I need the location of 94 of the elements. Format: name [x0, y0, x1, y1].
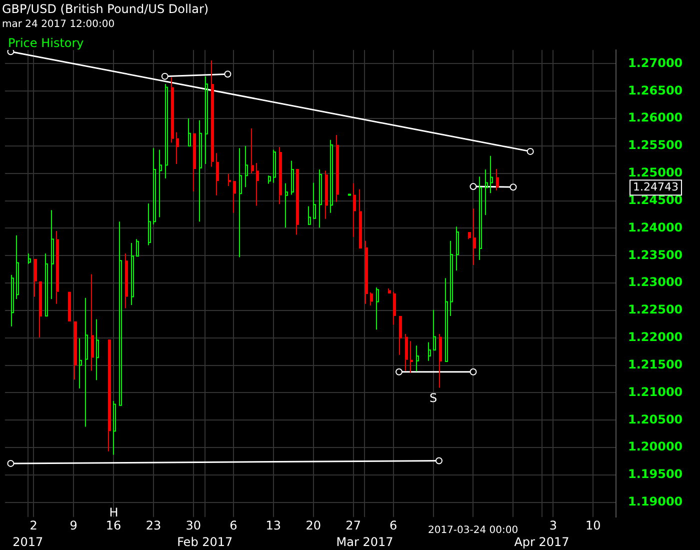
x-tick-label: 13 [266, 518, 282, 533]
candlestick [325, 170, 328, 220]
candlestick [165, 84, 168, 179]
candlestick [51, 210, 54, 300]
candlestick [279, 146, 282, 205]
x2-tick-label: 2017 [12, 534, 44, 549]
x-tick-label: 3 [549, 518, 558, 533]
candlestick [125, 252, 128, 309]
y-tick-label: 1.22000 [628, 330, 683, 344]
y-tick-label: 1.22500 [628, 302, 683, 317]
candlestick [153, 148, 156, 225]
y-tick-label: 1.19500 [628, 467, 683, 482]
candlestick [473, 208, 476, 266]
x-tick-label: 30 [186, 518, 202, 533]
x2-tick-label: Apr 2017 [514, 534, 570, 549]
candlestick [245, 145, 248, 188]
candlestick [199, 120, 202, 222]
text: 2017-03-24 00:00 [428, 524, 518, 536]
candlestick [239, 148, 242, 258]
point [470, 183, 477, 190]
y-tick-label: 1.25000 [628, 166, 683, 180]
candlestick [485, 169, 488, 216]
y-tick-label: 1.23000 [628, 275, 683, 290]
point [396, 368, 403, 376]
candlestick [410, 340, 413, 374]
candlestick [85, 297, 88, 428]
y-tick-label: 1.20000 [628, 440, 683, 454]
candlestick [450, 240, 453, 316]
x-tick-label: 20 [306, 518, 321, 533]
chart-title: GBP/USD (British Pound/US Dollar) [2, 2, 209, 16]
y-tick-label: 1.24000 [628, 220, 683, 234]
candlestick [56, 230, 59, 304]
candlestick [216, 152, 219, 196]
point [470, 368, 477, 376]
y-tick-label: 1.21000 [628, 384, 683, 399]
annotation: H [109, 505, 118, 520]
annotation: S [430, 390, 438, 405]
x-tick-label: 2 [30, 518, 38, 533]
point [161, 72, 168, 80]
point [7, 460, 14, 467]
candlestick [490, 155, 493, 194]
y-tick-label: 1.26500 [628, 83, 683, 98]
candlestick [285, 182, 288, 228]
y-tick-label: 1.19000 [628, 494, 683, 509]
candlestick [131, 242, 134, 306]
candlestick [205, 76, 208, 165]
x-tick-label: 16 [106, 518, 122, 533]
candlestick [330, 139, 333, 214]
chart-subtitle: mar 24 2017 12:00:00 [2, 19, 115, 30]
candlestick [228, 173, 231, 186]
y-tick-label: 1.23500 [628, 248, 683, 262]
point [510, 184, 517, 191]
candlestick [176, 132, 179, 165]
candlestick [171, 76, 174, 144]
y-tick-label: 1.27000 [628, 56, 683, 70]
candlestick [456, 226, 459, 271]
candlestick [428, 342, 431, 362]
candlestick [496, 168, 499, 191]
x2-tick-label: Mar 2017 [336, 534, 394, 549]
point [224, 70, 232, 78]
point [526, 148, 534, 155]
y-tick-label: 1.26000 [628, 110, 683, 125]
candlestick [211, 60, 214, 168]
candlestick [251, 128, 254, 174]
x-tick-label: 6 [389, 518, 398, 533]
y-tick-label: 1.21500 [628, 357, 683, 372]
text: 1.24743 [633, 180, 678, 194]
x-tick-label: 23 [146, 518, 162, 533]
candlestick [96, 318, 99, 381]
x-tick-label: 27 [346, 518, 361, 533]
candlestick [370, 292, 373, 306]
candlestick [91, 274, 94, 372]
candlestick [291, 160, 294, 196]
candlestick [353, 182, 356, 238]
candlestick [439, 334, 442, 388]
x-tick-label: 6 [230, 518, 238, 533]
candlestick [479, 176, 482, 261]
candlestick [405, 334, 408, 372]
x2-tick-label: Feb 2017 [177, 534, 233, 549]
candlestick [256, 162, 259, 206]
point [7, 50, 14, 56]
y-tick-label: 1.24500 [628, 192, 683, 207]
y-tick-label: 1.25500 [628, 138, 683, 152]
point [435, 457, 442, 464]
candlestick [319, 169, 322, 228]
text: Price History [8, 36, 84, 50]
candlestick [79, 338, 82, 389]
x-tick-label: 9 [70, 518, 78, 533]
candlestick [159, 149, 162, 218]
candlestick [336, 134, 339, 202]
y-tick-label: 1.20500 [628, 412, 683, 426]
candlestick [416, 345, 419, 372]
candlestick [365, 240, 368, 304]
x-tick-label: 10 [586, 518, 601, 533]
